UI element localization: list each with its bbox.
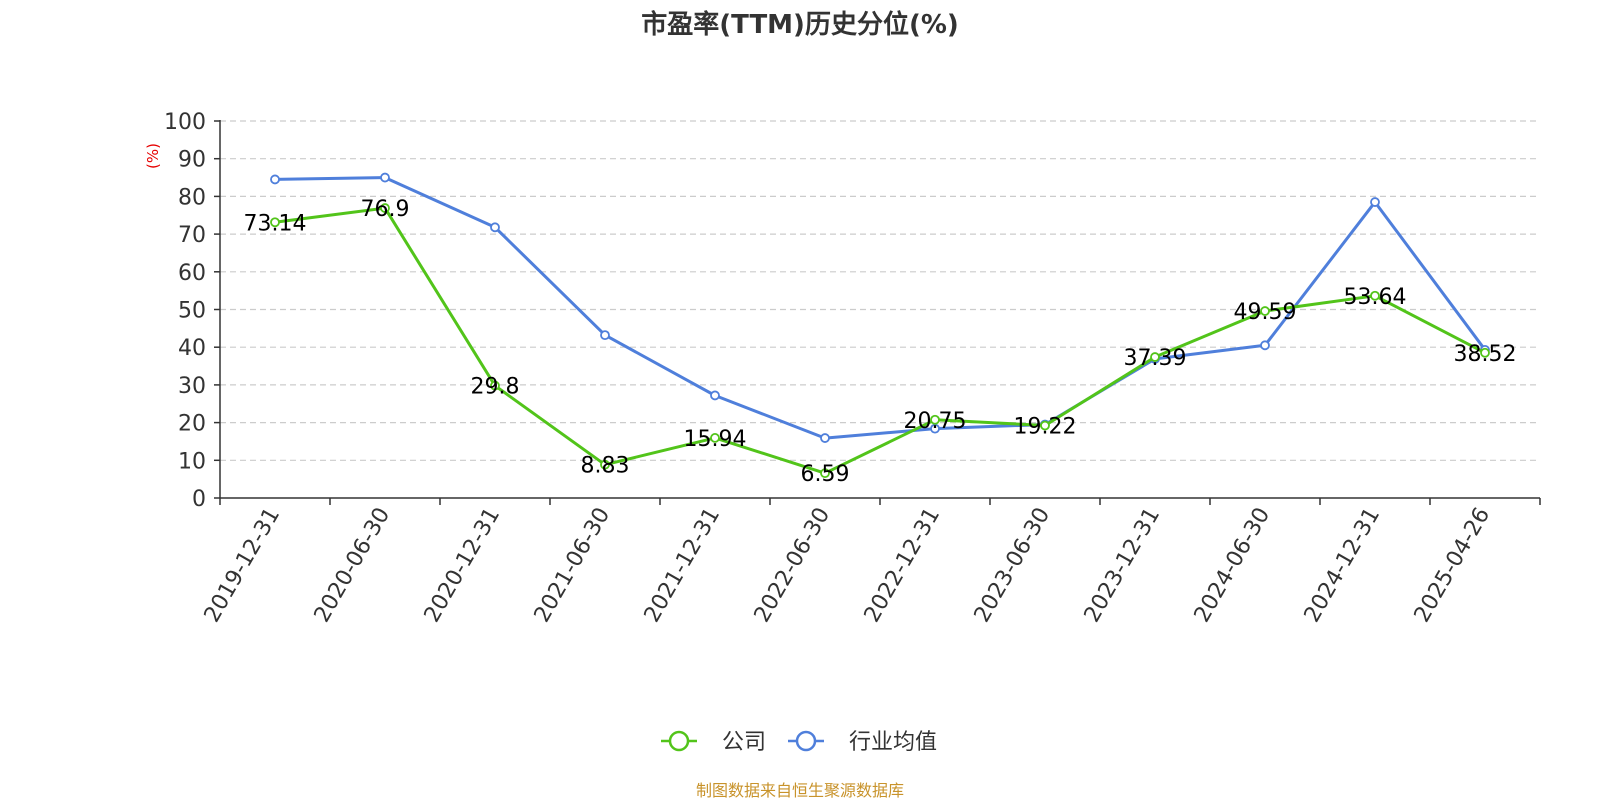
- data-label-company: 38.52: [1454, 342, 1517, 367]
- y-tick-label: 100: [164, 110, 206, 135]
- y-tick-label: 50: [178, 299, 206, 324]
- data-point-industry-average[interactable]: [1260, 340, 1270, 351]
- x-tick-label: 2025-04-26: [1410, 504, 1496, 627]
- data-point-industry-average[interactable]: [1370, 197, 1380, 207]
- chart-title: 市盈率(TTM)历史分位(%): [641, 9, 959, 40]
- data-label-company: 29.8: [471, 375, 520, 400]
- legend-label-industry-average: 行业均值: [849, 730, 937, 755]
- data-point-company[interactable]: [1150, 352, 1160, 362]
- y-tick-label: 10: [178, 449, 206, 474]
- y-tick-label: 40: [178, 336, 206, 361]
- data-point-company[interactable]: [820, 468, 830, 479]
- series-line-industry-average: [274, 176, 1487, 440]
- data-label-company: 15.94: [684, 427, 747, 452]
- gridlines: [220, 120, 1540, 461]
- data-source-note: 制图数据来自恒生聚源数据库: [696, 781, 904, 800]
- data-point-industry-average[interactable]: [490, 222, 500, 233]
- data-point-industry-average[interactable]: [820, 433, 830, 443]
- data-label-company: 8.83: [581, 454, 630, 479]
- data-point-company[interactable]: [930, 414, 940, 425]
- y-tick-label: 70: [178, 223, 206, 248]
- series-lines: [270, 172, 1490, 479]
- data-label-company: 6.59: [801, 462, 850, 487]
- legend-marker-company: [668, 730, 690, 752]
- y-tick-label: 0: [192, 487, 206, 512]
- data-label-company: 53.64: [1344, 285, 1407, 310]
- x-tick-label: 2022-06-30: [750, 504, 836, 627]
- data-point-company[interactable]: [1370, 290, 1380, 301]
- data-point-company[interactable]: [600, 459, 610, 470]
- data-label-company: 19.22: [1014, 415, 1077, 440]
- data-labels: 73.14 76.9 29.8 8.83 15.94 6.59 20.75 19.22 37.3…: [244, 197, 1517, 487]
- data-label-company: 76.9: [361, 197, 410, 222]
- legend-marker-industry-average: [795, 730, 817, 752]
- x-tick-label: 2020-12-31: [420, 504, 506, 627]
- x-tick-label: 2024-06-30: [1190, 504, 1276, 627]
- series-line-company: [274, 206, 1486, 475]
- data-point-company[interactable]: [270, 217, 280, 228]
- x-tick-label: 2023-12-31: [1080, 504, 1166, 627]
- x-tick-label: 2020-06-30: [310, 504, 396, 627]
- x-tick-label: 2024-12-31: [1300, 504, 1386, 627]
- data-point-company[interactable]: [710, 433, 720, 443]
- data-point-company[interactable]: [1040, 420, 1050, 431]
- x-tick-label: 2021-12-31: [640, 504, 726, 627]
- data-point-company[interactable]: [490, 380, 500, 391]
- data-point-company[interactable]: [1260, 306, 1270, 316]
- y-tick-label: 80: [178, 185, 206, 210]
- data-point-industry-average[interactable]: [710, 390, 720, 401]
- data-point-company[interactable]: [380, 203, 390, 213]
- legend-item-company[interactable]: 公司: [661, 730, 766, 755]
- data-label-company: 37.39: [1124, 346, 1187, 371]
- y-tick-label: 20: [178, 412, 206, 437]
- legend-label-company: 公司: [722, 730, 766, 755]
- x-tick-label: 2022-12-31: [860, 504, 946, 627]
- data-point-industry-average[interactable]: [600, 330, 610, 341]
- legend-item-industry-average[interactable]: 行业均值: [788, 730, 937, 755]
- x-tick-label: 2023-06-30: [970, 504, 1056, 627]
- data-point-industry-average[interactable]: [270, 174, 280, 185]
- data-point-company[interactable]: [1480, 347, 1490, 358]
- x-tick-label: 2021-06-30: [530, 504, 616, 627]
- y-tick-label: 30: [178, 374, 206, 399]
- data-label-company: 49.59: [1234, 300, 1297, 325]
- data-label-company: 20.75: [904, 409, 967, 434]
- x-tick-label: 2019-12-31: [200, 504, 286, 627]
- data-label-company: 73.14: [244, 211, 307, 236]
- y-axis-unit-label: (%): [144, 143, 162, 169]
- axes: 0 10 20 30 40 50 60 70 80 90 100 2019-12-31 2020-06-…: [164, 110, 1541, 627]
- y-tick-label: 60: [178, 261, 206, 286]
- data-point-industry-average[interactable]: [380, 172, 390, 183]
- legend: 公司 行业均值: [661, 730, 937, 755]
- y-tick-label: 90: [178, 148, 206, 173]
